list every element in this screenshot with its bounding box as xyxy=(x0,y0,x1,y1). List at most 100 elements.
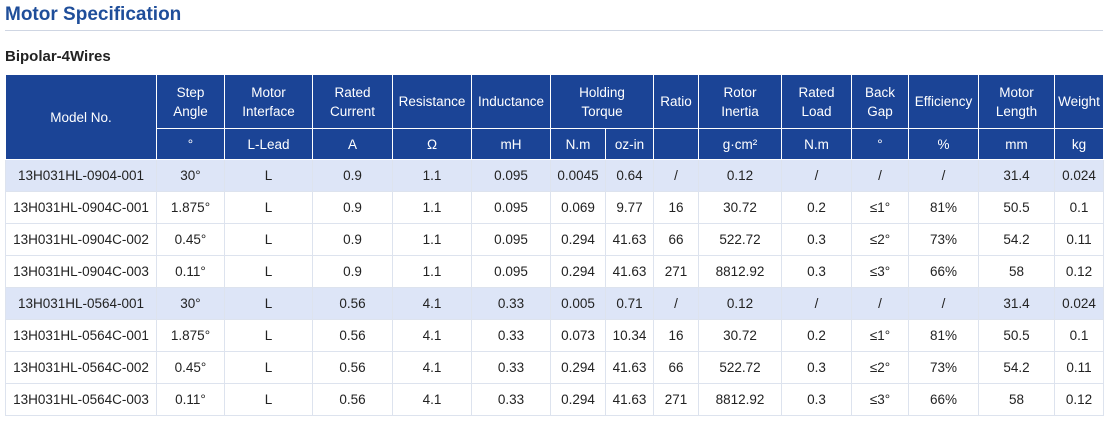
table-cell: 0.56 xyxy=(312,351,393,384)
table-cell: 30° xyxy=(156,287,225,320)
header-rated-load: Rated Load xyxy=(781,74,852,129)
table-cell: 81% xyxy=(908,191,979,224)
table-cell: 1.1 xyxy=(392,159,472,192)
table-cell: 30.72 xyxy=(698,191,782,224)
model-number-cell: 13H031HL-0904C-002 xyxy=(5,223,157,256)
table-cell: / xyxy=(851,159,909,192)
unit-efficiency: % xyxy=(908,128,979,160)
table-row: 13H031HL-0904C-002 0.45° L 0.9 1.1 0.095 0.294… xyxy=(5,223,1104,256)
table-cell: 0.12 xyxy=(698,159,782,192)
table-cell: 4.1 xyxy=(392,319,472,352)
table-row: 13H031HL-0564C-002 0.45° L 0.56 4.1 0.33 0.294… xyxy=(5,351,1104,384)
header-ratio: Ratio xyxy=(653,74,699,129)
header-motor-interface: Motor Interface xyxy=(224,74,313,129)
table-cell: / xyxy=(781,287,852,320)
spec-table-body: 13H031HL-0904-001 30° L 0.9 1.1 0.095 0.0045 0.… xyxy=(5,159,1104,416)
table-cell: / xyxy=(653,287,699,320)
table-cell: 58 xyxy=(978,255,1055,288)
table-cell: L xyxy=(224,287,313,320)
table-cell: 41.63 xyxy=(605,383,654,416)
header-weight: Weight xyxy=(1054,74,1104,129)
header-motor-length: Motor Length xyxy=(978,74,1055,129)
unit-holding-torque-ozin: oz-in xyxy=(605,128,654,160)
table-cell: 66 xyxy=(653,351,699,384)
table-cell: 0.1 xyxy=(1054,191,1104,224)
table-cell: ≤2° xyxy=(851,223,909,256)
table-cell: 8812.92 xyxy=(698,255,782,288)
table-cell: 0.294 xyxy=(550,223,606,256)
unit-resistance: Ω xyxy=(392,128,472,160)
table-cell: 1.875° xyxy=(156,191,225,224)
table-cell: 9.77 xyxy=(605,191,654,224)
header-rated-current: Rated Current xyxy=(312,74,393,129)
table-cell: 30° xyxy=(156,159,225,192)
header-resistance: Resistance xyxy=(392,74,472,129)
table-cell: 54.2 xyxy=(978,351,1055,384)
table-cell: 0.56 xyxy=(312,319,393,352)
table-cell: 0.095 xyxy=(471,191,551,224)
table-cell: 41.63 xyxy=(605,255,654,288)
table-row: 13H031HL-0564-001 30° L 0.56 4.1 0.33 0.005 0.7… xyxy=(5,287,1104,320)
table-cell: 66% xyxy=(908,383,979,416)
model-number-cell: 13H031HL-0564C-001 xyxy=(5,319,157,352)
unit-rated-current: A xyxy=(312,128,393,160)
motor-spec-table: Model No. Step Angle Motor Interface Rated… xyxy=(5,74,1104,416)
table-row: 13H031HL-0564C-001 1.875° L 0.56 4.1 0.33 0.07… xyxy=(5,319,1104,352)
unit-rotor-inertia: g·cm² xyxy=(698,128,782,160)
table-cell: 0.9 xyxy=(312,223,393,256)
unit-holding-torque-nm: N.m xyxy=(550,128,606,160)
table-cell: 522.72 xyxy=(698,223,782,256)
page-title: Motor Specification xyxy=(5,4,182,25)
table-cell: 0.11° xyxy=(156,255,225,288)
table-cell: ≤3° xyxy=(851,255,909,288)
table-cell: 10.34 xyxy=(605,319,654,352)
table-cell: 0.3 xyxy=(781,255,852,288)
table-cell: 0.11 xyxy=(1054,223,1104,256)
table-cell: 16 xyxy=(653,191,699,224)
table-cell: / xyxy=(653,159,699,192)
table-cell: 73% xyxy=(908,223,979,256)
table-cell: 0.12 xyxy=(1054,255,1104,288)
unit-back-gap: ° xyxy=(851,128,909,160)
table-cell: / xyxy=(908,159,979,192)
table-cell: 271 xyxy=(653,383,699,416)
table-cell: 0.3 xyxy=(781,383,852,416)
header-back-gap: Back Gap xyxy=(851,74,909,129)
table-cell: 41.63 xyxy=(605,351,654,384)
table-cell: L xyxy=(224,191,313,224)
table-cell: L xyxy=(224,319,313,352)
table-cell: 50.5 xyxy=(978,319,1055,352)
table-cell: L xyxy=(224,159,313,192)
table-cell: 0.005 xyxy=(550,287,606,320)
table-cell: 1.1 xyxy=(392,255,472,288)
model-number-cell: 13H031HL-0904-001 xyxy=(5,159,157,192)
table-cell: 0.3 xyxy=(781,351,852,384)
table-cell: 0.11 xyxy=(1054,351,1104,384)
table-cell: 271 xyxy=(653,255,699,288)
header-rotor-inertia: Rotor Inertia xyxy=(698,74,782,129)
header-holding-torque: Holding Torque xyxy=(550,74,654,129)
table-cell: / xyxy=(908,287,979,320)
model-number-cell: 13H031HL-0564C-002 xyxy=(5,351,157,384)
table-row: 13H031HL-0904C-003 0.11° L 0.9 1.1 0.095 0.294… xyxy=(5,255,1104,288)
table-cell: 0.12 xyxy=(1054,383,1104,416)
table-cell: 0.294 xyxy=(550,383,606,416)
header-step-angle: Step Angle xyxy=(156,74,225,129)
table-cell: 0.095 xyxy=(471,159,551,192)
table-cell: 0.45° xyxy=(156,223,225,256)
table-cell: 0.0045 xyxy=(550,159,606,192)
table-cell: 0.2 xyxy=(781,191,852,224)
unit-inductance: mH xyxy=(471,128,551,160)
table-row: 13H031HL-0904-001 30° L 0.9 1.1 0.095 0.0045 0.… xyxy=(5,159,1104,192)
table-cell: 73% xyxy=(908,351,979,384)
header-model-no: Model No. xyxy=(5,74,157,160)
table-cell: 0.56 xyxy=(312,287,393,320)
model-number-cell: 13H031HL-0904C-001 xyxy=(5,191,157,224)
model-number-cell: 13H031HL-0564C-003 xyxy=(5,383,157,416)
table-cell: 31.4 xyxy=(978,159,1055,192)
table-cell: L xyxy=(224,223,313,256)
header-inductance: Inductance xyxy=(471,74,551,129)
table-cell: 0.9 xyxy=(312,159,393,192)
table-cell: ≤3° xyxy=(851,383,909,416)
table-cell: 0.073 xyxy=(550,319,606,352)
